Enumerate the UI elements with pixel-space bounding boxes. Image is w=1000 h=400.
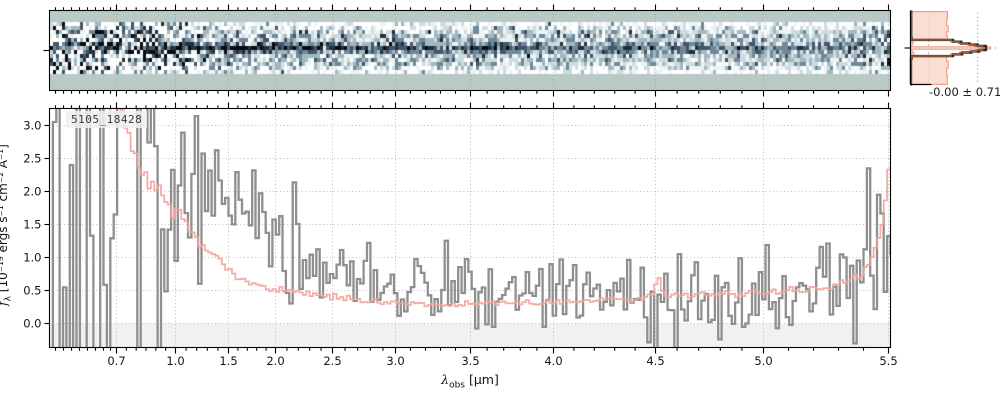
x-tick-label: 2.5	[323, 354, 341, 368]
object-id-label: 5105_18428	[66, 111, 148, 128]
x-tick-label: 3.0	[386, 354, 404, 368]
x-tick-label: 5.5	[879, 354, 897, 368]
x-label-subscript: obs	[449, 380, 465, 391]
x-tick-label: 1.0	[166, 354, 184, 368]
hist-stats-text: -0.00 ± 0.71	[929, 85, 1000, 99]
y-tick-label: 0.0	[23, 317, 41, 331]
x-label-symbol: λ	[441, 372, 450, 387]
y-tick-label: 1.5	[23, 218, 41, 232]
x-tick-label: 4.5	[646, 354, 664, 368]
spectrum-2d-image	[50, 11, 890, 90]
y-tick-label: 2.0	[23, 185, 41, 199]
y-label-unit: [10⁻¹⁹ ergs s⁻¹ cm⁻² Å⁻¹]	[0, 144, 10, 293]
x-tick-label: 4.0	[544, 354, 562, 368]
hist-stats-annotation: -0.00 ± 0.71	[929, 85, 1000, 99]
x-axis-label: λobs [μm]	[441, 372, 499, 391]
axes-2d	[43, 9, 892, 92]
y-axis-label: fλ [10⁻¹⁹ ergs s⁻¹ cm⁻² Å⁻¹]	[0, 100, 14, 350]
2d-gridlines	[116, 10, 889, 91]
hist-pink-series	[909, 11, 991, 85]
error-series	[109, 108, 891, 308]
y-tick-label: 2.5	[23, 152, 41, 166]
y-label-symbol: f	[0, 301, 10, 305]
x-tick-label: 2.0	[266, 354, 284, 368]
object-id-text: 5105_18428	[71, 113, 143, 126]
y-tick-label: 1.0	[23, 251, 41, 265]
x-tick-label: 1.5	[219, 354, 237, 368]
main-ticks	[44, 4, 890, 354]
hist-sienna-series	[910, 10, 984, 86]
x-tick-label: 5.0	[754, 354, 772, 368]
x-label-unit: [μm]	[465, 372, 499, 387]
y-tick-label: 0.5	[23, 284, 41, 298]
x-tick-label: 0.7	[107, 354, 125, 368]
axes-hist	[904, 10, 998, 86]
x-tick-label: 3.5	[461, 354, 479, 368]
flux-series	[51, 108, 891, 348]
y-tick-label: 3.0	[23, 119, 41, 133]
y-label-subscript: λ	[3, 296, 14, 302]
axes-main: 0.0 0.5 1.0 1.5 2.0 2.5 3.0 0.7 1.0 1.5 2.0 2.5 3.0 3…	[23, 4, 898, 368]
